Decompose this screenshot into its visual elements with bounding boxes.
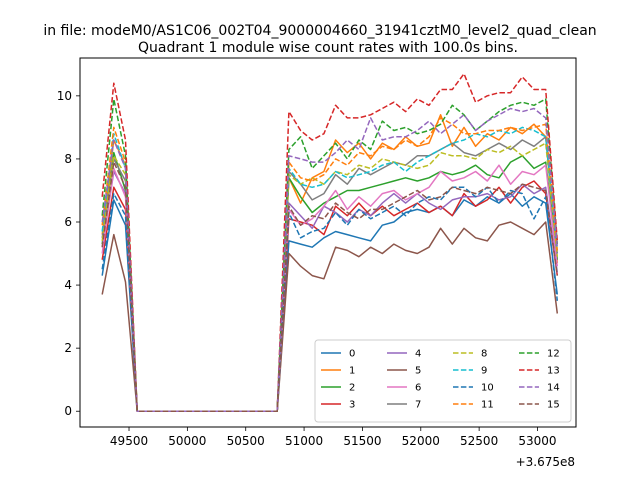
legend-entry-11: 11: [453, 400, 494, 411]
legend-label: 14: [547, 383, 560, 394]
x-tick-label: 53000: [518, 434, 556, 448]
legend-label: 5: [415, 366, 421, 377]
chart-title: Quadrant 1 module wise count rates with …: [138, 40, 518, 56]
legend-label: 13: [547, 366, 560, 377]
x-tick-label: 52500: [460, 434, 498, 448]
legend-label: 6: [415, 383, 421, 394]
series-15-line: [101, 161, 559, 412]
figure-suptitle: in file: modeM0/AS1C06_002T04_9000004660…: [43, 23, 596, 39]
legend-label: 4: [415, 349, 421, 360]
legend-label: 2: [349, 383, 355, 394]
legend-label: 0: [349, 349, 355, 360]
legend-label: 1: [349, 366, 355, 377]
axes-frame: [79, 57, 577, 428]
x-tick-label: 50000: [168, 434, 206, 448]
legend-entry-8: 8: [453, 349, 487, 360]
legend-label: 15: [547, 400, 560, 411]
legend-entry-1: 1: [321, 366, 355, 377]
x-offset-label: +3.675e8: [516, 455, 575, 469]
legend-frame: [314, 339, 572, 423]
legend-entry-4: 4: [387, 349, 421, 360]
legend-label: 7: [415, 400, 421, 411]
x-tick-label: 50500: [227, 434, 265, 448]
legend-label: 10: [481, 383, 494, 394]
legend-entry-3: 3: [321, 400, 355, 411]
y-tick-label: 8: [64, 152, 72, 166]
legend-label: 8: [481, 349, 487, 360]
x-axis: 49500 50000 50500 51000 51500 52000 52500 53000: [110, 427, 557, 448]
y-tick-label: 4: [64, 278, 72, 292]
x-tick-label: 51500: [343, 434, 381, 448]
x-tick-label: 52000: [402, 434, 440, 448]
legend-entry-12: 12: [519, 349, 560, 360]
y-tick-label: 10: [57, 89, 72, 103]
legend-entry-5: 5: [387, 366, 421, 377]
x-tick-label: 51000: [285, 434, 323, 448]
legend-label: 3: [349, 400, 355, 411]
y-tick-label: 2: [64, 341, 72, 355]
legend-entry-15: 15: [519, 400, 560, 411]
legend-label: 9: [481, 366, 487, 377]
legend-entry-10: 10: [453, 383, 494, 394]
series-layer: [101, 73, 559, 412]
legend-entry-14: 14: [519, 383, 560, 394]
legend-entry-7: 7: [387, 400, 421, 411]
y-tick-label: 0: [64, 404, 72, 418]
legend-entry-6: 6: [387, 383, 421, 394]
legend-entry-2: 2: [321, 383, 355, 394]
legend-label: 12: [547, 349, 560, 360]
legend-label: 11: [481, 400, 494, 411]
y-axis: 0 2 4 6 8 10: [57, 89, 80, 418]
legend-entry-13: 13: [519, 366, 560, 377]
legend-entry-9: 9: [453, 366, 487, 377]
y-tick-label: 6: [64, 215, 72, 229]
x-tick-label: 49500: [110, 434, 148, 448]
legend-entry-0: 0: [321, 349, 355, 360]
